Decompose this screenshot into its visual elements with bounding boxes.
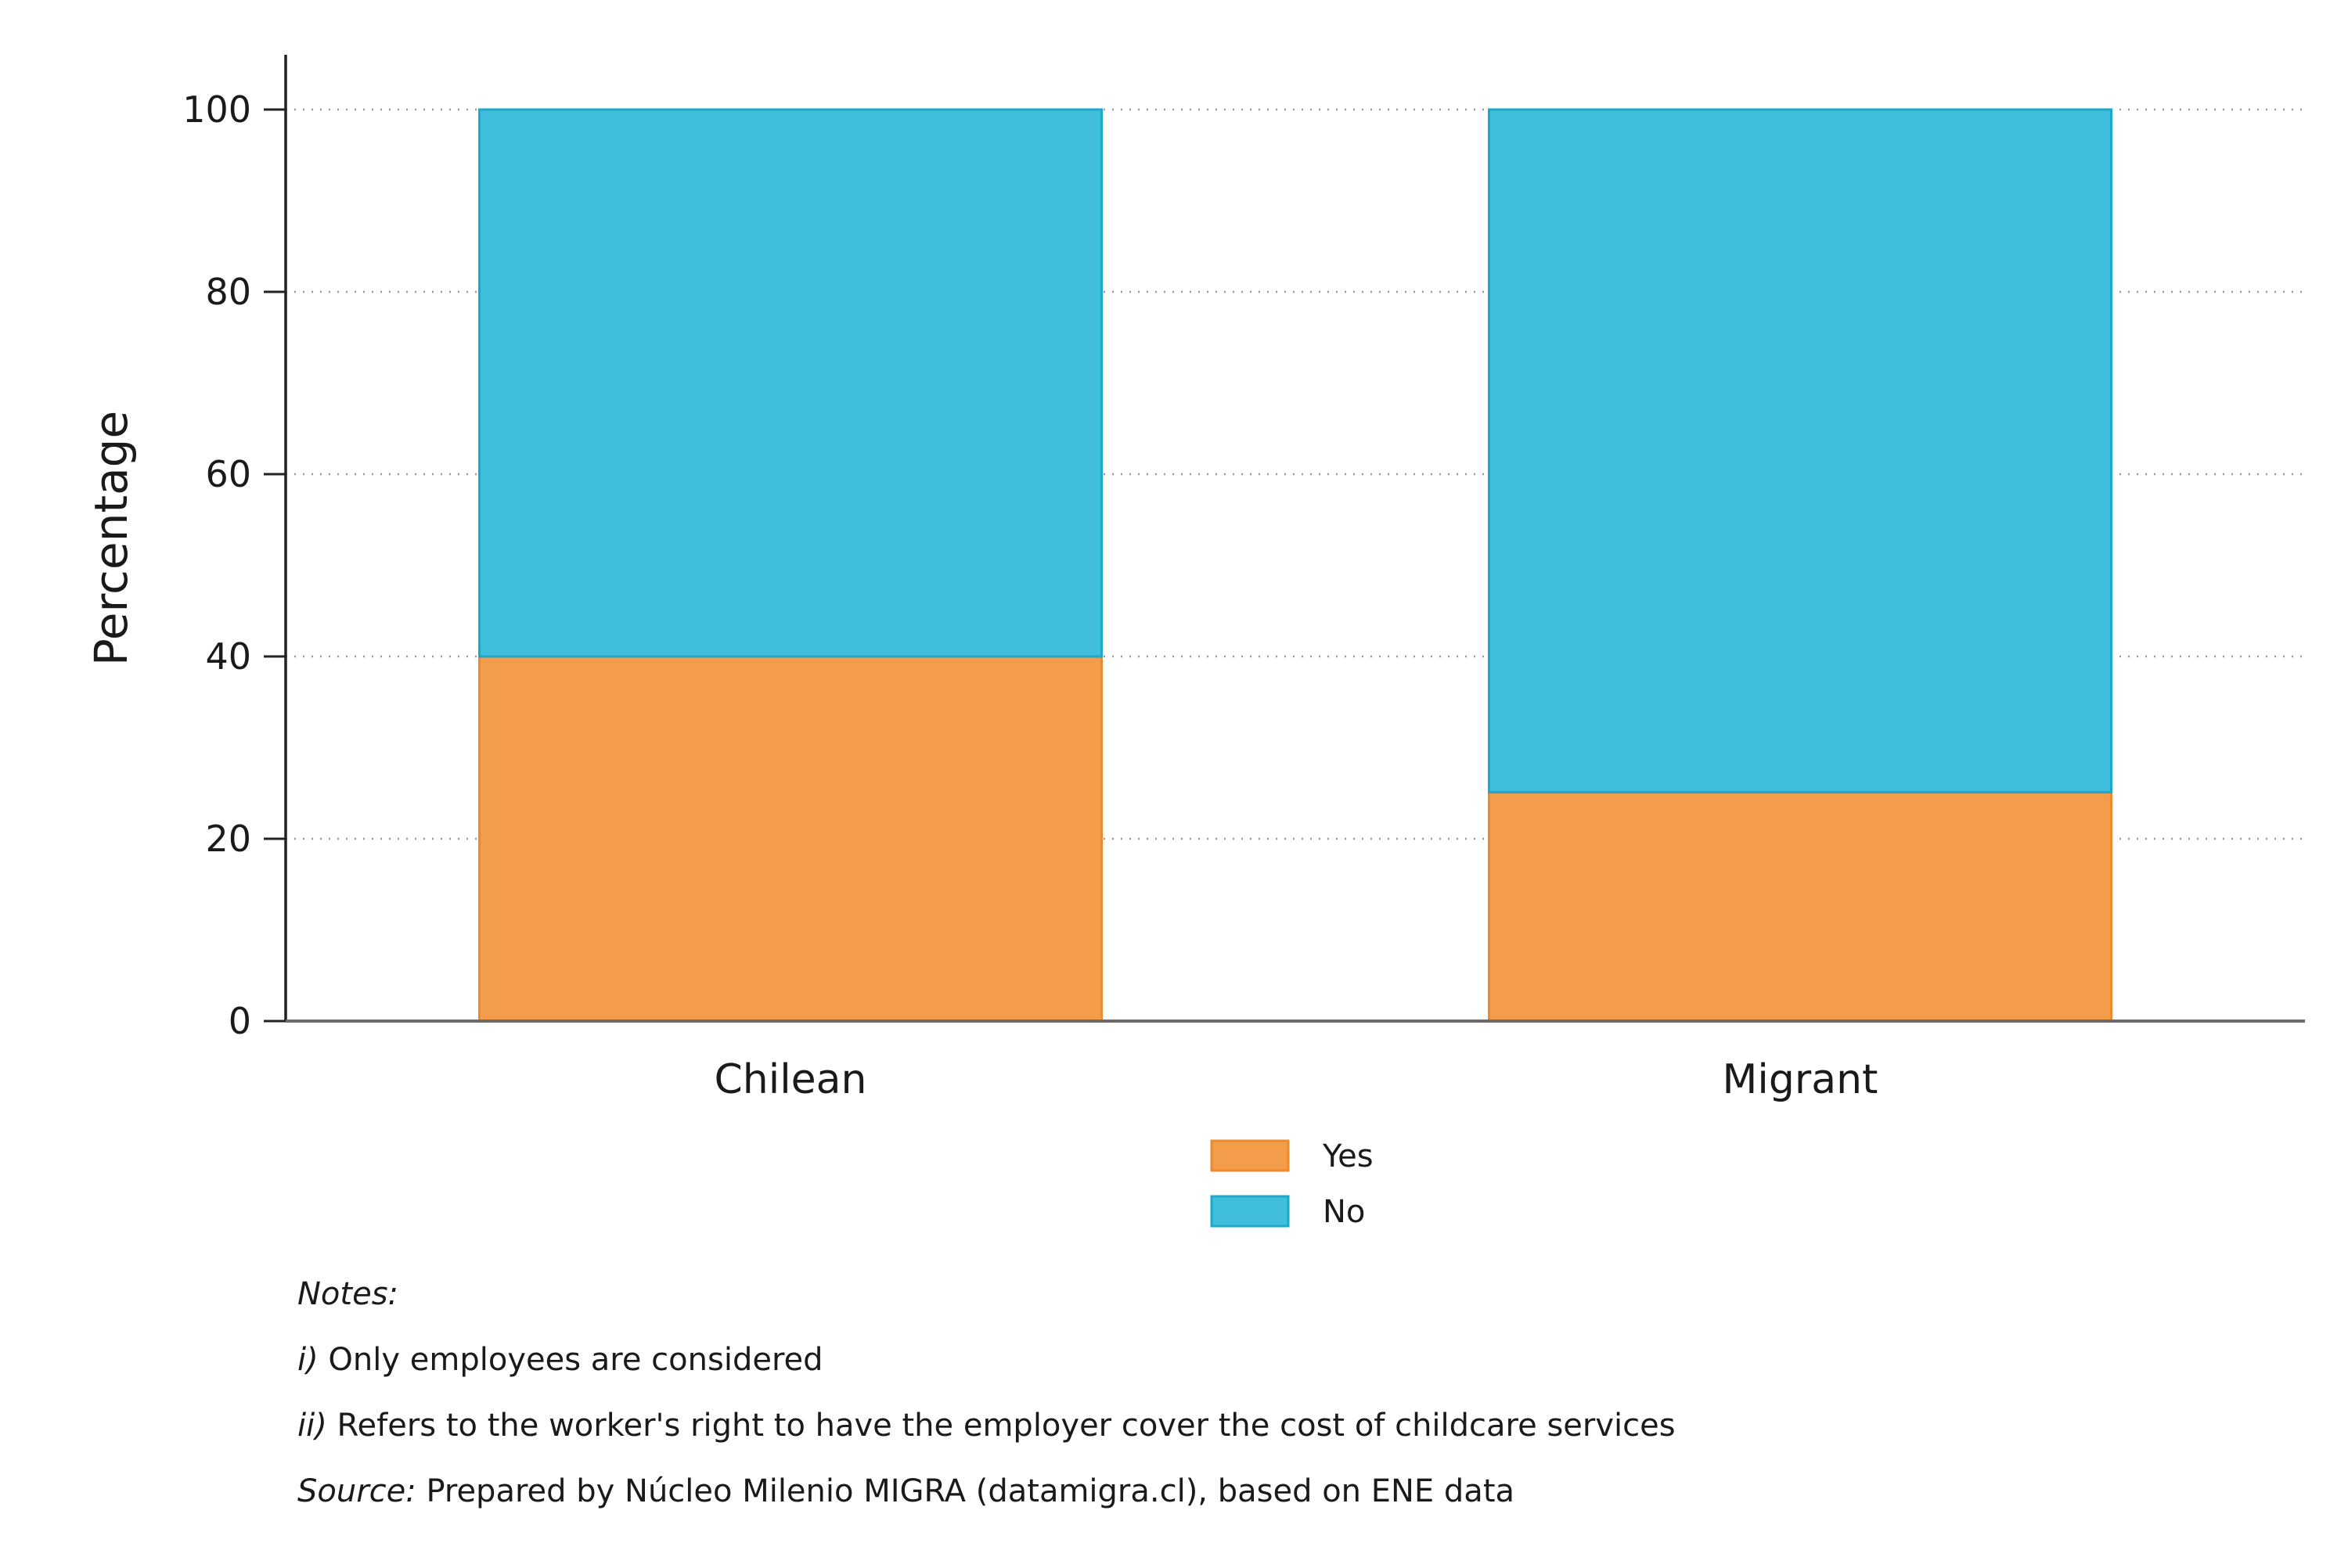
- note-prefix: ii): [297, 1408, 327, 1444]
- note-prefix: i): [297, 1342, 319, 1378]
- legend-label-no: No: [1323, 1194, 1365, 1230]
- legend-label-yes: Yes: [1322, 1138, 1374, 1174]
- y-tick-label: 100: [182, 88, 251, 131]
- x-tick-label: Chilean: [715, 1056, 867, 1103]
- x-tick-label: Migrant: [1723, 1056, 1878, 1103]
- y-tick-label: 60: [205, 453, 251, 495]
- note-body: Only employees are considered: [319, 1342, 823, 1378]
- axes: [264, 55, 2305, 1023]
- note-body: Prepared by Núcleo Milenio MIGRA (datami…: [416, 1473, 1514, 1509]
- note-line: Source: Prepared by Núcleo Milenio MIGRA…: [297, 1473, 1514, 1509]
- note-prefix: Source:: [297, 1473, 416, 1509]
- legend-swatch-yes: [1210, 1139, 1290, 1172]
- y-tick-label: 0: [229, 1000, 251, 1042]
- bar-yes-migrant: [1488, 791, 2112, 1023]
- y-axis-title: Percentage: [85, 411, 138, 666]
- bars: [478, 108, 2112, 1023]
- bar-no-chilean: [478, 108, 1103, 658]
- y-tick-label: 20: [205, 818, 251, 860]
- y-tick-label: 80: [205, 271, 251, 313]
- note-line: ii) Refers to the worker's right to have…: [297, 1408, 1676, 1444]
- notes: Notes: i) Only employees are consideredi…: [297, 1276, 1676, 1509]
- x-tick-labels: Chilean Migrant: [715, 1056, 1878, 1103]
- y-tick-labels: 0 20 40 60 80 100: [182, 88, 251, 1042]
- note-body: Refers to the worker's right to have the…: [327, 1408, 1676, 1444]
- y-tick-label: 40: [205, 635, 251, 678]
- note-line: i) Only employees are considered: [297, 1342, 823, 1378]
- notes-heading: Notes:: [297, 1276, 398, 1312]
- bar-yes-chilean: [478, 655, 1103, 1023]
- legend-swatch-no: [1210, 1195, 1290, 1228]
- legend: Yes No: [1210, 1138, 1374, 1230]
- bar-no-migrant: [1488, 108, 2112, 794]
